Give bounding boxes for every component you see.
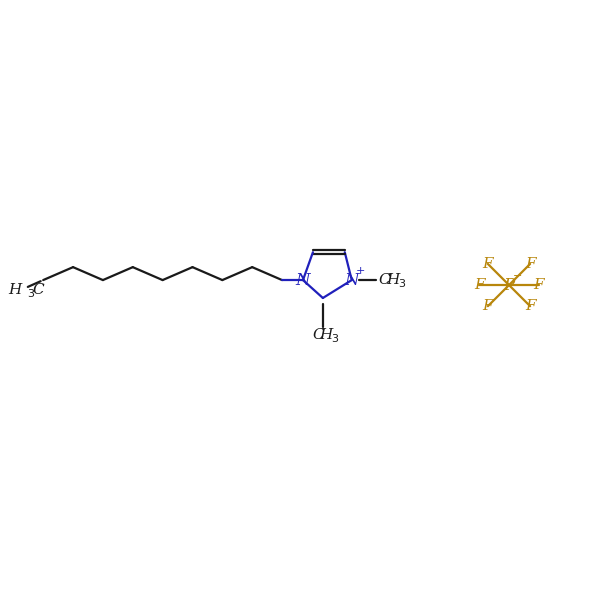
Text: F: F	[525, 299, 535, 313]
Text: F: F	[482, 299, 493, 313]
Text: F: F	[533, 278, 544, 292]
Text: C: C	[33, 283, 44, 297]
Text: F: F	[482, 257, 493, 271]
Text: 3: 3	[27, 289, 34, 299]
Text: F: F	[525, 257, 535, 271]
Text: −: −	[513, 271, 523, 281]
Text: P: P	[504, 276, 514, 294]
Text: F: F	[474, 278, 485, 292]
Text: 3: 3	[398, 279, 405, 289]
Text: C: C	[379, 273, 390, 287]
Text: C: C	[312, 328, 324, 342]
Text: H: H	[386, 273, 399, 287]
Text: N: N	[296, 272, 310, 288]
Text: +: +	[356, 266, 365, 276]
Text: H: H	[319, 328, 333, 342]
Text: N: N	[345, 272, 359, 288]
Text: H: H	[8, 283, 21, 297]
Text: 3: 3	[331, 334, 339, 344]
